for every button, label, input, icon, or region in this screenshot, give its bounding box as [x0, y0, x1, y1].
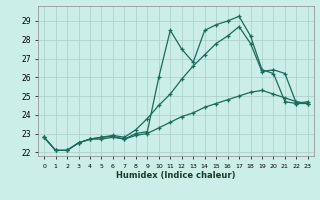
X-axis label: Humidex (Indice chaleur): Humidex (Indice chaleur) [116, 171, 236, 180]
